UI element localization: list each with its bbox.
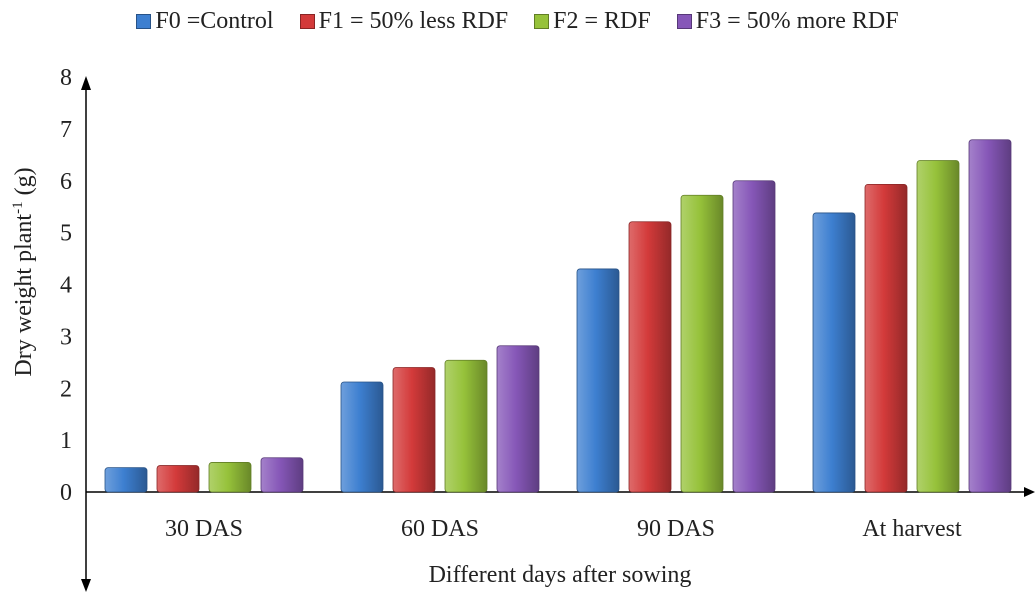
x-tick-label: At harvest <box>862 516 962 542</box>
y-tick-label: 8 <box>60 65 72 91</box>
y-tick-label: 1 <box>60 428 72 454</box>
y-tick-labels: 0 1 2 3 4 5 6 7 8 <box>60 65 72 506</box>
legend-label-f3: F3 = 50% more RDF <box>695 8 899 34</box>
bar-2-3 <box>916 160 960 493</box>
bar-3-3 <box>968 139 1012 493</box>
y-tick-label: 4 <box>60 273 72 299</box>
bar-3-1 <box>496 345 540 493</box>
bar-2-2 <box>680 194 724 493</box>
legend-item-f0[interactable]: F0 =Control <box>136 8 274 35</box>
bar-0-1 <box>340 381 384 493</box>
y-tick-label: 7 <box>60 117 72 143</box>
y-tick-label: 3 <box>60 324 72 350</box>
legend-item-f1[interactable]: F1 = 50% less RDF <box>299 8 509 35</box>
x-axis-title: Different days after sowing <box>429 562 692 588</box>
legend-swatch-f3 <box>676 14 692 29</box>
bar-3-0 <box>260 457 304 493</box>
legend-label-f2: F2 = RDF <box>553 8 651 34</box>
x-tick-label: 30 DAS <box>165 516 243 542</box>
bar-0-0 <box>104 467 148 493</box>
legend-item-f3[interactable]: F3 = 50% more RDF <box>676 8 899 35</box>
y-axis-arrow <box>81 76 91 90</box>
bar-1-2 <box>628 221 672 493</box>
bar-0-3 <box>812 212 856 493</box>
y-tick-label: 0 <box>60 480 72 506</box>
x-tick-labels: 30 DAS 60 DAS 90 DAS At harvest <box>165 516 962 542</box>
y-axis-title-unit: (g) <box>11 167 37 201</box>
bar-1-0 <box>156 465 200 493</box>
legend: F0 =Control F1 = 50% less RDF F2 = RDF F… <box>0 8 1035 35</box>
bar-1-3 <box>864 183 908 493</box>
y-axis-title-sup: -1 <box>10 201 26 214</box>
legend-label-f1: F1 = 50% less RDF <box>318 8 509 34</box>
bar-3-2 <box>732 180 776 493</box>
y-axis-title: Dry weight plant-1 (g) <box>10 167 37 376</box>
legend-swatch-f1 <box>299 14 315 29</box>
bar-0-2 <box>576 268 620 493</box>
legend-label-f0: F0 =Control <box>155 8 274 34</box>
y-axis-title-main: Dry weight plant <box>11 214 37 377</box>
y-axis-arrow-lower <box>81 579 91 592</box>
x-tick-label: 60 DAS <box>401 516 479 542</box>
x-tick-label: 90 DAS <box>637 516 715 542</box>
bar-2-1 <box>444 359 488 493</box>
bar-2-0 <box>208 462 252 493</box>
y-tick-label: 5 <box>60 221 72 247</box>
legend-swatch-f0 <box>136 14 152 29</box>
y-tick-label: 2 <box>60 376 72 402</box>
bars <box>104 139 1012 493</box>
legend-item-f2[interactable]: F2 = RDF <box>534 8 651 35</box>
legend-swatch-f2 <box>534 14 550 29</box>
y-tick-label: 6 <box>60 169 72 195</box>
bar-1-1 <box>392 367 436 493</box>
x-axis-arrow <box>1024 487 1035 497</box>
